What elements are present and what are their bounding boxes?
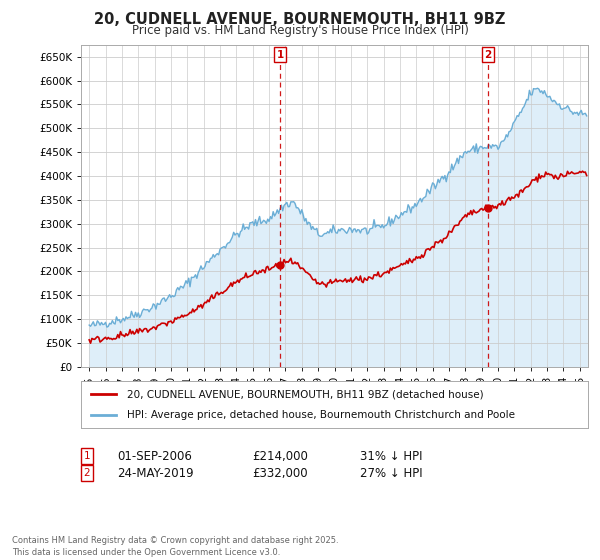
Text: 01-SEP-2006: 01-SEP-2006	[117, 450, 192, 463]
Text: 20, CUDNELL AVENUE, BOURNEMOUTH, BH11 9BZ (detached house): 20, CUDNELL AVENUE, BOURNEMOUTH, BH11 9B…	[127, 389, 483, 399]
Text: 2: 2	[484, 50, 491, 59]
Text: 31% ↓ HPI: 31% ↓ HPI	[360, 450, 422, 463]
Text: 20, CUDNELL AVENUE, BOURNEMOUTH, BH11 9BZ: 20, CUDNELL AVENUE, BOURNEMOUTH, BH11 9B…	[94, 12, 506, 27]
Text: £214,000: £214,000	[252, 450, 308, 463]
Text: 1: 1	[83, 451, 91, 461]
Text: 2: 2	[83, 468, 91, 478]
Text: Price paid vs. HM Land Registry's House Price Index (HPI): Price paid vs. HM Land Registry's House …	[131, 24, 469, 36]
Text: Contains HM Land Registry data © Crown copyright and database right 2025.
This d: Contains HM Land Registry data © Crown c…	[12, 536, 338, 557]
Text: 24-MAY-2019: 24-MAY-2019	[117, 466, 194, 480]
Text: 27% ↓ HPI: 27% ↓ HPI	[360, 466, 422, 480]
Text: HPI: Average price, detached house, Bournemouth Christchurch and Poole: HPI: Average price, detached house, Bour…	[127, 410, 515, 420]
Text: £332,000: £332,000	[252, 466, 308, 480]
Text: 1: 1	[277, 50, 284, 59]
